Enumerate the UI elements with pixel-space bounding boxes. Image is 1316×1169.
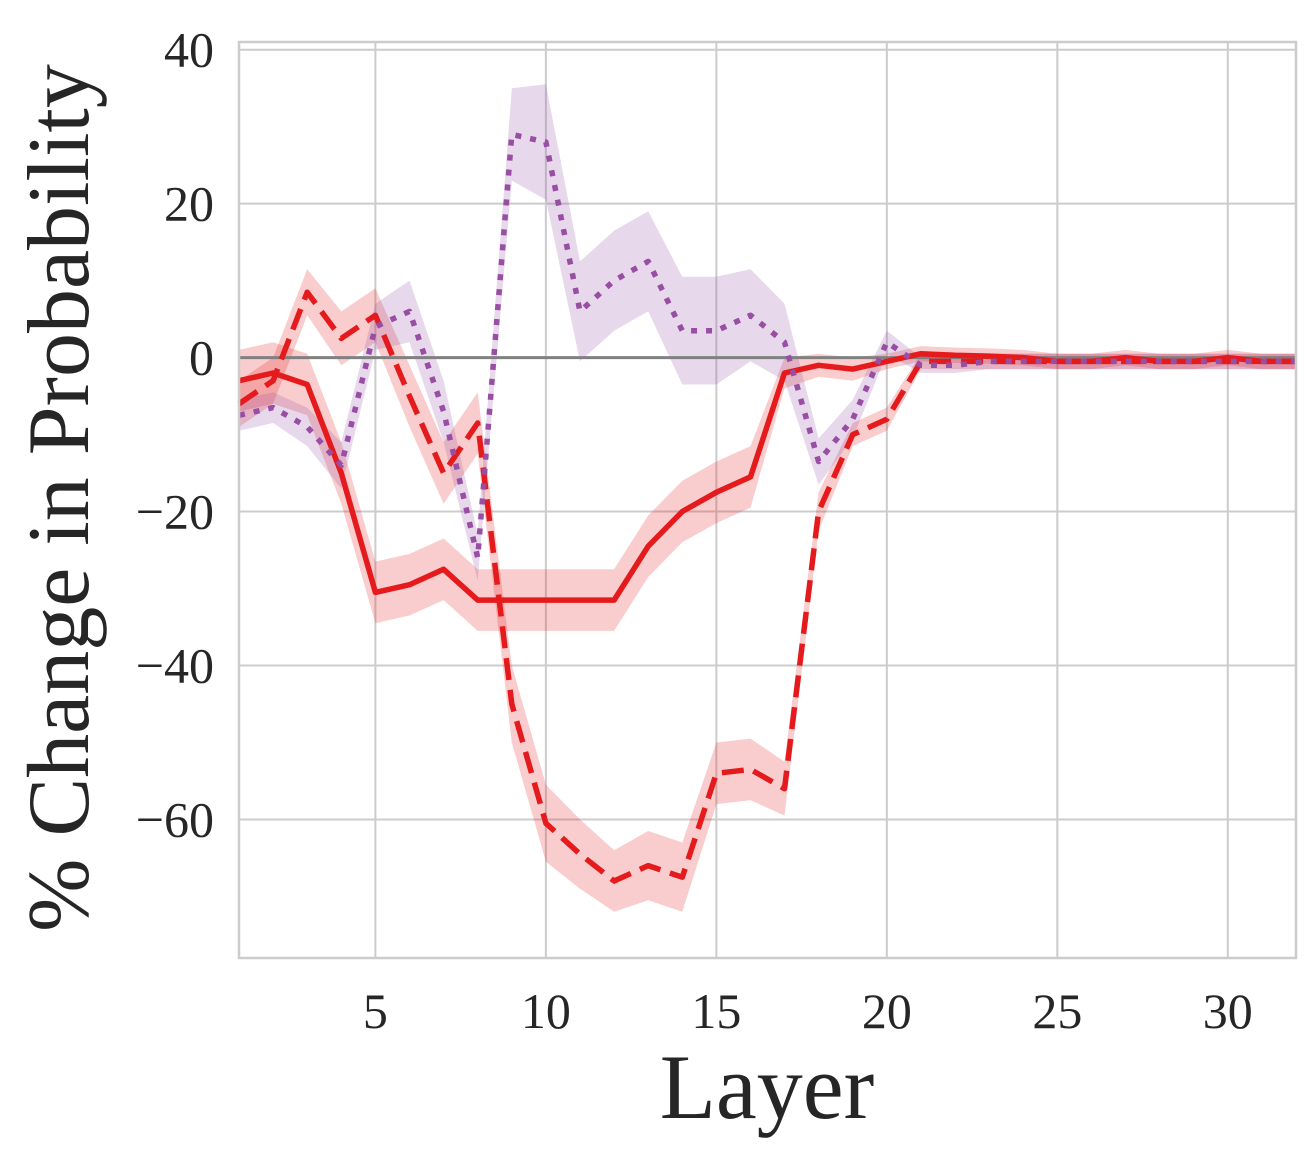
- y-tick-label: 0: [189, 330, 214, 386]
- y-tick-label: 20: [164, 176, 214, 232]
- y-tick-label: −60: [136, 791, 214, 847]
- x-tick-label: 5: [363, 983, 388, 1039]
- x-tick-label: 20: [862, 983, 912, 1039]
- x-tick-label: 30: [1203, 983, 1253, 1039]
- y-axis-ticks: 40 20 0 −20 −40 −60: [136, 22, 214, 848]
- solid-series-line: [238, 350, 1296, 603]
- x-tick-label: 10: [521, 983, 571, 1039]
- dashed-series-line: [237, 289, 1296, 884]
- y-tick-label: 40: [164, 22, 214, 78]
- x-tick-label: 25: [1032, 983, 1082, 1039]
- y-tick-label: −20: [136, 484, 214, 540]
- y-axis-title: % Change in Probability: [11, 64, 108, 932]
- y-tick-label: −40: [136, 637, 214, 693]
- x-tick-label: 15: [691, 983, 741, 1039]
- x-axis-ticks: 5 10 15 20 25 30: [363, 983, 1253, 1039]
- series-lines: [237, 131, 1296, 884]
- plot-frame: [237, 40, 1298, 960]
- dotted-series-band: [239, 84, 1296, 581]
- x-axis-title: Layer: [660, 1036, 875, 1138]
